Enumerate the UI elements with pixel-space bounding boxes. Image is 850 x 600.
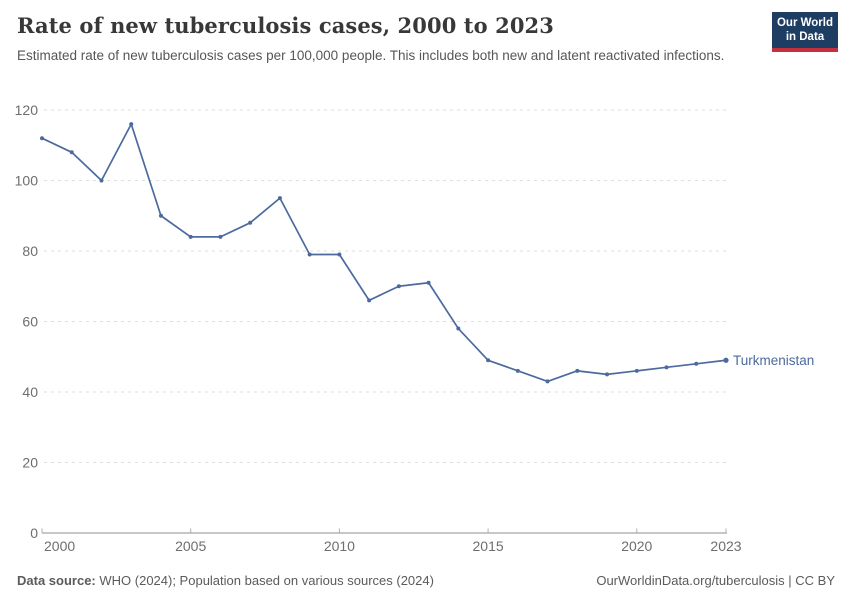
- data-point: [129, 122, 134, 127]
- data-point: [723, 357, 729, 363]
- data-point: [307, 252, 312, 257]
- data-source-text: WHO (2024); Population based on various …: [99, 573, 434, 588]
- chart-subtitle: Estimated rate of new tuberculosis cases…: [17, 48, 725, 63]
- data-point: [248, 220, 253, 225]
- data-point: [545, 379, 550, 384]
- data-point: [486, 358, 491, 363]
- owid-logo: Our World in Data: [772, 12, 838, 52]
- data-point: [158, 213, 163, 218]
- x-tick-label: 2023: [710, 538, 741, 554]
- data-point: [396, 284, 401, 289]
- data-point: [99, 178, 104, 183]
- y-tick-label: 60: [22, 314, 38, 330]
- y-tick-label: 20: [22, 455, 38, 471]
- data-point: [575, 368, 580, 373]
- data-point: [634, 368, 639, 373]
- data-point: [40, 136, 44, 141]
- y-tick-label: 80: [22, 243, 38, 259]
- x-tick-label: 2000: [44, 538, 75, 554]
- x-tick-label: 2005: [175, 538, 206, 554]
- data-source-label: Data source:: [17, 573, 96, 588]
- series-label-turkmenistan[interactable]: Turkmenistan: [733, 353, 814, 368]
- data-point: [456, 326, 461, 331]
- page-title: Rate of new tuberculosis cases, 2000 to …: [17, 13, 554, 38]
- owid-logo-line2: in Data: [785, 31, 825, 43]
- data-point: [337, 252, 342, 257]
- data-point: [188, 234, 193, 239]
- footer-link[interactable]: OurWorldinData.org/tuberculosis | CC BY: [596, 573, 835, 588]
- data-point: [694, 361, 699, 366]
- data-line-turkmenistan: [41, 123, 727, 383]
- y-tick-label: 120: [15, 102, 39, 118]
- data-source-note: Data source: WHO (2024); Population base…: [17, 573, 434, 588]
- data-point: [515, 368, 520, 373]
- data-point: [605, 372, 610, 377]
- x-tick-label: 2015: [473, 538, 504, 554]
- owid-logo-line1: Our World: [776, 16, 833, 29]
- data-point: [69, 150, 74, 155]
- data-point: [664, 365, 669, 370]
- chart-header: Rate of new tuberculosis cases, 2000 to …: [17, 13, 758, 65]
- data-point: [277, 196, 282, 201]
- chart-footer: Data source: WHO (2024); Population base…: [17, 573, 835, 588]
- y-tick-label: 100: [15, 173, 39, 189]
- x-tick-label: 2020: [621, 538, 652, 554]
- y-tick-label: 40: [22, 384, 38, 400]
- data-point: [218, 234, 223, 239]
- x-tick-label: 2010: [324, 538, 355, 554]
- data-point: [426, 280, 431, 285]
- y-tick-label: 0: [30, 525, 38, 541]
- data-point: [367, 298, 372, 303]
